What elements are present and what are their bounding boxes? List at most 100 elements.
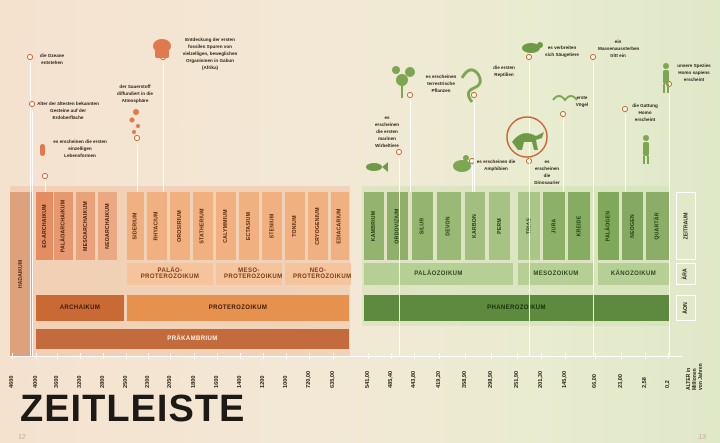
event-marker <box>396 149 402 155</box>
period-13: EDIACARIUM <box>331 192 349 260</box>
event-line <box>472 166 473 192</box>
era-paleoproterozoikum: PALÄO-PROTEROZOIKUM <box>127 263 213 285</box>
event-marker <box>27 54 33 60</box>
event-marker <box>407 92 413 98</box>
event-marker <box>471 92 477 98</box>
period-12: CRYOGENIUM <box>308 192 328 260</box>
axis-tick-mark <box>148 353 149 359</box>
axis-tick-mark <box>36 353 37 359</box>
period-25: QUARTÄR <box>646 192 669 260</box>
era-neoproterozoikum: NEO-PROTEROZOIKUM <box>285 263 351 285</box>
event-marker <box>526 54 532 60</box>
event-marker <box>590 54 596 60</box>
axis-tick-mark <box>57 353 58 359</box>
event-line <box>32 110 33 356</box>
homo-sapiens-icon <box>663 63 669 93</box>
event-label: unsere Spezies Homo sapiens erscheint <box>677 63 711 82</box>
homo-erectus-icon <box>643 135 649 164</box>
axis-tick-mark <box>414 353 415 359</box>
event-line <box>669 88 670 356</box>
era-mesozoikum: MESOZOIKUM <box>518 263 594 285</box>
event-label: die Ozeane entstehen <box>39 53 65 65</box>
period-14: KAMBRIUM <box>364 192 384 260</box>
period-6: OROSIRIUM <box>170 192 190 260</box>
period-19: PERM <box>489 192 510 260</box>
row-label-zeitraum: ZEITRAUM <box>676 192 696 260</box>
axis-tick-mark <box>541 353 542 359</box>
event-line <box>625 114 626 192</box>
event-line <box>563 118 564 192</box>
event-line <box>410 100 411 192</box>
axis-tick-mark <box>80 353 81 359</box>
bacteria-icon <box>40 144 45 156</box>
axis-tick-mark <box>194 353 195 359</box>
axis-tick-mark <box>240 353 241 359</box>
period-23: PALÄOGEN <box>598 192 619 260</box>
event-marker <box>622 106 628 112</box>
event-line <box>593 62 594 356</box>
page-title: ZEITLEISTE <box>20 388 246 430</box>
axis-tick-mark <box>103 353 104 359</box>
period-1: PALÄOARCHAIKUM <box>54 192 73 260</box>
event-marker <box>134 135 140 141</box>
plant-icon <box>392 66 415 98</box>
axis-tick-mark <box>565 353 566 359</box>
era-mesoproterozoikum: MESO-PROTEROZOIKUM <box>216 263 282 285</box>
dinosaur-icon <box>506 116 548 158</box>
period-8: CALYMMIUM <box>216 192 236 260</box>
period-3: NEOARCHAIKUM <box>98 192 117 260</box>
event-line <box>529 166 530 356</box>
period-17: DEVON <box>437 192 461 260</box>
event-label: es erscheinen die Dinosaurier <box>534 159 560 185</box>
axis-tick-mark <box>517 353 518 359</box>
event-label: der Sauerstoff diffundiert in die Atmosp… <box>117 84 153 103</box>
bird-icon <box>552 95 578 102</box>
event-marker <box>42 173 48 179</box>
axis-tick-mark <box>439 353 440 359</box>
event-line <box>45 182 46 192</box>
event-line <box>163 62 164 192</box>
event-line <box>474 100 475 192</box>
period-10: STENIUM <box>262 192 282 260</box>
page-number-left: 12 <box>18 434 26 441</box>
eon-proterozoikum: PROTEROZOIKUM <box>127 295 349 321</box>
axis-tick-mark <box>668 353 669 359</box>
period-7: STATHERIUM <box>193 192 213 260</box>
period-2: MESOARCHAIKUM <box>76 192 95 260</box>
period-0: EO-ARCHAIKUM <box>36 192 53 260</box>
axis-tick-mark <box>465 353 466 359</box>
eon-archaikum: ARCHAIKUM <box>36 295 124 321</box>
axis-tick-mark <box>126 353 127 359</box>
event-label: Entdeckung der ersten fossilen Spuren vo… <box>182 37 238 70</box>
eon-phanerozoikum: PHANEROZOIKUM <box>364 295 669 321</box>
rat-icon <box>522 42 543 53</box>
axis-tick-mark <box>217 353 218 359</box>
period-21: JURA <box>543 192 565 260</box>
axis-tick-mark <box>621 353 622 359</box>
period-4: SIDERIUM <box>127 192 144 260</box>
hadaikum-block: HADAIKUM <box>10 192 32 356</box>
fish-icon <box>366 162 388 172</box>
event-label: es erscheinen die ersten einzelligen Leb… <box>53 139 107 158</box>
axis-tick-mark <box>391 353 392 359</box>
period-15: ORDOVIZIUM <box>387 192 408 260</box>
frog-icon <box>453 155 471 172</box>
event-label: ein Massenaussterben tritt ein <box>598 39 640 58</box>
event-label: es erscheinen die Amphibien <box>476 159 516 171</box>
period-22: KREIDE <box>568 192 590 260</box>
page-number-right: 13 <box>698 434 706 441</box>
supereon-prakambrium: PRÄKAMBRIUM <box>36 329 349 349</box>
period-18: KARBON <box>465 192 485 260</box>
period-9: ECTASIUM <box>239 192 259 260</box>
event-marker <box>29 101 35 107</box>
period-5: RHYACIUM <box>147 192 167 260</box>
snake-icon <box>460 68 482 103</box>
period-16: SILUR <box>412 192 433 260</box>
event-label: Alter der ältesten bekannten Gesteine au… <box>37 101 99 120</box>
event-line <box>137 144 138 192</box>
event-label: die Gattung Homo erscheint <box>632 103 658 122</box>
row-label-aeon: ÄON <box>676 295 696 321</box>
event-label: es erscheinen terrestrische Pflanzen <box>425 74 457 93</box>
